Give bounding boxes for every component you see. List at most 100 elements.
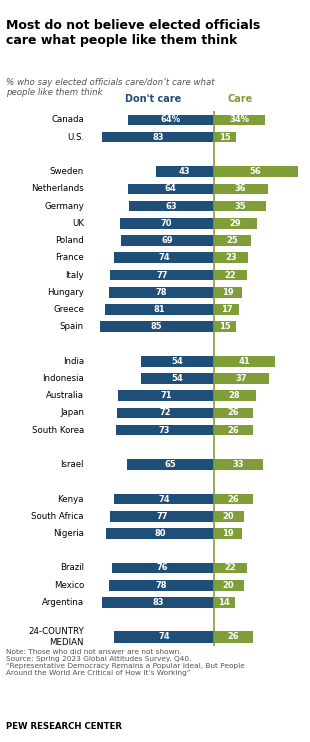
Bar [120,218,214,229]
Text: 41: 41 [238,357,250,366]
Text: 15: 15 [219,133,231,142]
Bar [214,459,263,470]
Text: 81: 81 [153,305,165,314]
Text: 65: 65 [164,460,176,469]
Text: 73: 73 [159,426,170,435]
Bar [214,132,236,142]
Bar [214,597,235,608]
Bar [214,304,239,315]
Bar [110,269,214,280]
Bar [214,424,253,436]
Bar [112,562,214,574]
Bar [109,580,214,591]
Text: 63: 63 [166,202,177,211]
Bar [100,321,214,332]
Text: % who say elected officials care/don’t care what
people like them think: % who say elected officials care/don’t c… [6,78,215,97]
Bar [214,493,253,505]
Text: 56: 56 [250,167,262,176]
Bar [214,235,251,246]
Bar [128,114,214,125]
Text: 54: 54 [171,374,183,383]
Bar [214,218,257,229]
Text: PEW RESEARCH CENTER: PEW RESEARCH CENTER [6,722,122,731]
Bar [214,562,247,574]
Text: 22: 22 [224,563,236,573]
Bar [105,304,214,315]
Bar [114,493,214,505]
Text: 70: 70 [161,219,172,228]
Text: Note: Those who did not answer are not shown.
Source: Spring 2023 Global Attitud: Note: Those who did not answer are not s… [6,649,245,676]
Bar [214,201,266,211]
Bar [102,597,214,608]
Text: 28: 28 [229,391,241,400]
Text: 69: 69 [162,236,173,245]
Bar [214,631,253,643]
Text: 76: 76 [157,563,169,573]
Text: 29: 29 [230,219,241,228]
Bar [214,373,269,384]
Text: 33: 33 [232,460,244,469]
Bar [117,407,214,418]
Text: 17: 17 [220,305,232,314]
Bar [126,459,214,470]
Bar [214,356,275,367]
Text: 26: 26 [227,408,239,418]
Text: 14: 14 [218,598,230,607]
Text: Don't care: Don't care [125,94,181,104]
Text: 72: 72 [160,408,171,418]
Text: 43: 43 [179,167,191,176]
Text: 83: 83 [152,133,164,142]
Bar [214,166,298,177]
Bar [114,252,214,263]
Text: 83: 83 [152,598,164,607]
Bar [214,528,242,539]
Bar [118,390,214,401]
Bar [214,183,268,194]
Text: 71: 71 [160,391,172,400]
Text: Care: Care [228,94,253,104]
Text: 20: 20 [223,512,234,521]
Text: Most do not believe elected officials
care what people like them think: Most do not believe elected officials ca… [6,19,260,47]
Text: 64%: 64% [161,116,181,125]
Text: 78: 78 [156,581,167,590]
Bar [114,631,214,643]
Text: 74: 74 [158,495,170,504]
Text: 20: 20 [223,581,234,590]
Bar [214,321,236,332]
Bar [109,287,214,298]
Bar [129,201,214,211]
Bar [106,528,214,539]
Text: 26: 26 [227,426,239,435]
Bar [214,580,244,591]
Text: 77: 77 [156,512,168,521]
Bar [141,373,214,384]
Text: 80: 80 [154,529,166,538]
Text: 64: 64 [165,184,177,194]
Text: 26: 26 [227,495,239,504]
Bar [128,183,214,194]
Bar [214,114,265,125]
Text: 74: 74 [158,632,170,641]
Text: 15: 15 [219,322,231,331]
Text: 23: 23 [225,253,237,262]
Bar [214,287,242,298]
Bar [214,511,244,522]
Bar [156,166,214,177]
Bar [116,424,214,436]
Text: 26: 26 [227,632,239,641]
Text: 19: 19 [222,288,234,297]
Bar [214,252,248,263]
Text: 85: 85 [151,322,162,331]
Text: 36: 36 [235,184,246,194]
Text: 77: 77 [156,271,168,280]
Text: 19: 19 [222,529,234,538]
Text: 22: 22 [224,271,236,280]
Text: 34%: 34% [229,116,249,125]
Bar [110,511,214,522]
Text: 74: 74 [158,253,170,262]
Text: 35: 35 [234,202,246,211]
Bar [141,356,214,367]
Bar [214,390,256,401]
Bar [214,269,247,280]
Bar [214,407,253,418]
